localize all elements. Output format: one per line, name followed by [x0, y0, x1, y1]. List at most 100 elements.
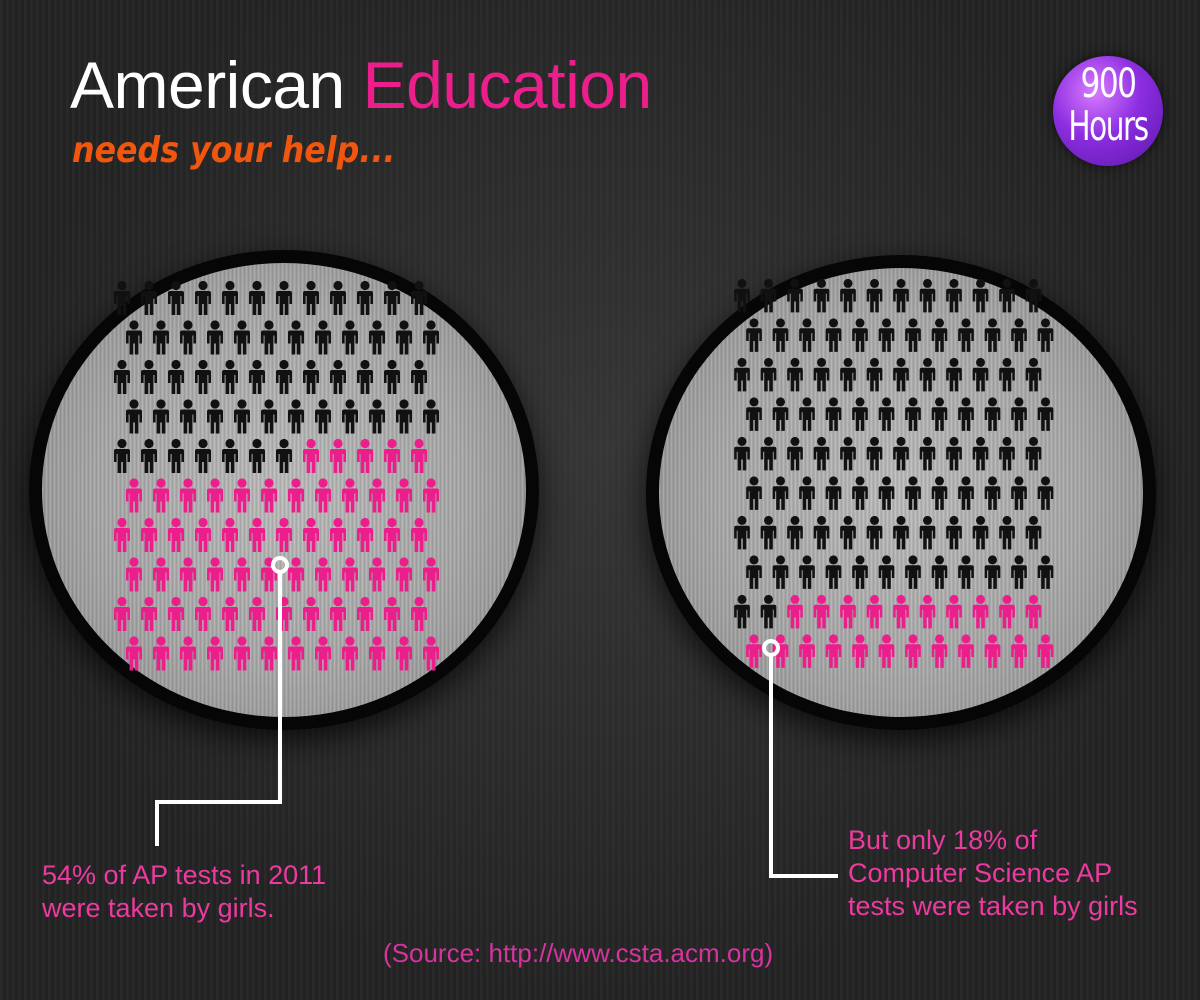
person-icon — [153, 399, 169, 434]
person-icon — [746, 476, 762, 510]
person-icon — [384, 359, 400, 394]
caption-right-line2: Computer Science AP — [848, 858, 1113, 888]
person-icon — [114, 438, 130, 473]
person-icon — [984, 476, 1001, 510]
person-icon — [1011, 397, 1027, 431]
person-icon — [893, 515, 909, 550]
person-icon — [396, 557, 412, 592]
person-icon — [958, 555, 974, 589]
person-icon — [180, 478, 196, 513]
person-icon — [984, 555, 1001, 589]
person-icon — [153, 320, 169, 355]
person-icon — [799, 397, 815, 431]
person-icon — [168, 596, 184, 631]
person-icon — [946, 436, 962, 471]
person-icon — [852, 634, 868, 668]
person-icon — [946, 515, 962, 550]
person-icon — [972, 436, 989, 471]
person-icon — [1037, 634, 1054, 668]
person-icon — [878, 397, 895, 431]
person-icon — [1025, 515, 1042, 550]
person-icon — [303, 596, 319, 631]
page-subtitle: needs your help... — [72, 130, 396, 171]
person-icon — [878, 318, 895, 352]
person-icon — [905, 476, 921, 510]
person-icon — [972, 357, 989, 392]
person-icon — [249, 359, 265, 394]
person-icon — [919, 278, 936, 313]
person-icon — [893, 278, 909, 313]
person-icon — [303, 359, 319, 394]
person-icon — [813, 515, 830, 550]
person-icon — [919, 357, 936, 392]
person-icon — [396, 478, 412, 513]
person-icon — [141, 596, 157, 631]
person-icon — [1037, 555, 1054, 589]
person-icon — [787, 278, 803, 313]
person-icon — [222, 359, 238, 394]
person-icon — [423, 478, 439, 513]
person-icon — [825, 476, 842, 510]
person-icon — [180, 320, 196, 355]
person-icon — [357, 596, 373, 631]
person-icon — [207, 478, 223, 513]
person-icon — [342, 557, 358, 592]
person-icon — [905, 634, 921, 668]
person-icon — [772, 476, 789, 510]
person-icon — [931, 397, 948, 431]
person-icon — [330, 517, 346, 552]
person-icon — [423, 320, 439, 355]
person-icon — [984, 397, 1001, 431]
person-icon — [126, 320, 142, 355]
person-icon — [411, 438, 427, 473]
person-icon — [288, 557, 304, 592]
person-icon — [207, 636, 223, 671]
person-icon — [852, 397, 868, 431]
person-icon — [411, 280, 427, 315]
person-icon — [1037, 318, 1054, 352]
person-icon — [866, 436, 883, 471]
person-icon — [1011, 555, 1027, 589]
person-icon — [222, 596, 238, 631]
person-icon — [315, 478, 331, 513]
person-icon — [799, 634, 815, 668]
person-icon — [276, 359, 292, 394]
person-icon — [919, 515, 936, 550]
person-icon — [840, 278, 856, 313]
person-icon — [234, 478, 250, 513]
person-icon — [126, 478, 142, 513]
person-icon — [342, 399, 358, 434]
person-icon — [249, 517, 265, 552]
person-icon — [787, 594, 803, 629]
person-icon — [919, 436, 936, 471]
person-icon — [330, 359, 346, 394]
person-icon — [153, 478, 169, 513]
person-icon — [168, 280, 184, 315]
person-icon — [342, 636, 358, 671]
person-icon — [369, 557, 385, 592]
person-icon — [931, 318, 948, 352]
person-icon — [423, 636, 439, 671]
person-icon — [168, 438, 184, 473]
person-icon — [114, 517, 130, 552]
person-icon — [1025, 436, 1042, 471]
person-icon — [734, 278, 750, 313]
person-icon — [303, 517, 319, 552]
person-icon — [357, 438, 373, 473]
person-icon — [396, 399, 412, 434]
person-icon — [772, 634, 789, 668]
person-icon — [330, 596, 346, 631]
person-icon — [126, 636, 142, 671]
person-icon — [249, 280, 265, 315]
person-icon — [261, 636, 277, 671]
person-icon — [384, 280, 400, 315]
person-icon — [746, 318, 762, 352]
person-icon — [931, 555, 948, 589]
person-icon — [852, 555, 868, 589]
person-icon — [234, 636, 250, 671]
caption-left: 54% of AP tests in 2011 were taken by gi… — [42, 859, 326, 925]
person-icon — [746, 555, 762, 589]
person-icon — [958, 318, 974, 352]
person-icon — [222, 517, 238, 552]
person-icon — [760, 594, 777, 629]
